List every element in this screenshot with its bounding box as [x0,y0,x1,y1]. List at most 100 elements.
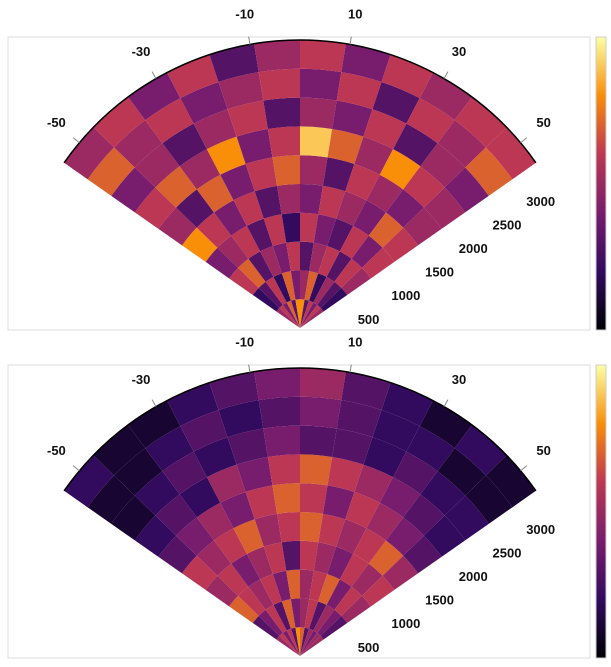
heat-cell [437,120,486,168]
heat-cell [336,72,382,110]
theta-tick [151,71,157,79]
heat-cell [313,276,335,305]
heat-cell [465,147,513,196]
heat-cell [300,241,314,272]
heat-cell [372,81,420,124]
r-tick-label: 1500 [425,265,454,280]
heat-cell [382,555,418,590]
heat-cell [403,166,445,208]
heat-cell [155,166,197,208]
heat-cell [454,96,507,148]
heat-cell [336,400,382,438]
heat-cell [267,126,300,158]
heat-cell [300,270,310,300]
heat-cell [485,127,536,180]
polar-chart: -50 -30 -10 10 30 50 500 1000 1500 2000 2500 3000 [7,6,607,331]
heat-cell [281,271,296,301]
heat-cell [313,214,337,246]
heat-cell [254,40,300,73]
heat-cell [286,300,300,328]
heat-cell [423,515,466,557]
r-tick-label: 2500 [493,217,522,232]
heat-cell [281,212,300,243]
heat-cell [318,513,346,547]
heat-cell [246,546,273,580]
heat-cell [381,54,433,99]
heat-cell [444,167,489,213]
heat-cell [196,540,232,576]
heat-cell [209,43,259,82]
theta-tick-label: -50 [47,443,66,458]
heat-cell [313,604,335,633]
heat-cell [339,225,369,259]
heat-cell [304,599,319,629]
heat-cell [300,368,346,401]
heat-cell [334,586,362,616]
r-tick-label: 500 [358,312,380,327]
outer-arc [63,39,537,164]
heat-cell [282,630,300,656]
heat-cell [354,136,394,175]
r-tick-label: 500 [358,640,380,655]
heat-cell [300,630,318,656]
theta-tick-label: 50 [536,115,550,130]
heat-cell [265,604,287,633]
theta-tick-label: -50 [47,115,66,130]
heat-cell [217,563,249,596]
heat-cell [393,451,438,495]
heat-cell [272,242,291,274]
heat-cell [64,127,115,180]
heat-cell [263,214,287,246]
heat-cell [300,307,324,328]
heat-cell [300,299,310,328]
heat-cell [309,273,327,303]
heat-cell [300,299,305,328]
heat-cell [245,485,278,520]
heat-cell [304,271,319,301]
heat-cell [258,281,283,308]
heat-cell [128,72,181,121]
heat-cell [327,128,364,164]
heat-cell [233,191,264,226]
heat-cell [277,184,300,215]
heat-cell [206,464,246,503]
r-tick-label: 1000 [391,288,420,303]
theta-tick [248,364,251,373]
heat-cell [332,428,373,465]
heat-cell [229,267,259,295]
heat-cell [300,632,321,656]
heat-cell [322,485,355,520]
heat-cell [300,628,314,656]
heat-cell [245,157,278,192]
heat-cell [272,570,291,602]
theta-tick-label: -10 [235,334,254,349]
heat-cell [145,98,194,144]
heat-cell [265,276,287,305]
heat-cell [361,247,395,279]
heat-cell [290,598,300,628]
heat-cell [300,68,342,101]
heat-cell [300,97,337,129]
heat-cell [87,475,135,524]
heat-cell [300,126,333,158]
r-tick-label: 2500 [493,545,522,560]
heat-cell [363,437,407,478]
heat-cell [341,43,391,82]
theta-tick-label: -10 [235,6,254,21]
heat-cell [381,382,433,427]
heat-cell [336,519,367,554]
heat-cell [231,553,261,587]
heat-cell [281,599,296,629]
heat-cell [361,575,395,607]
r-tick-label: 1500 [425,593,454,608]
heat-cell [258,609,283,636]
heat-cell [300,483,328,514]
heat-cell [182,227,218,262]
heat-cell [437,448,486,496]
heat-cell [93,96,146,148]
heat-cell [263,97,300,129]
heat-cell [229,595,259,623]
heat-cell [403,535,442,574]
heat-cell [300,627,305,656]
heat-cell [423,187,466,229]
